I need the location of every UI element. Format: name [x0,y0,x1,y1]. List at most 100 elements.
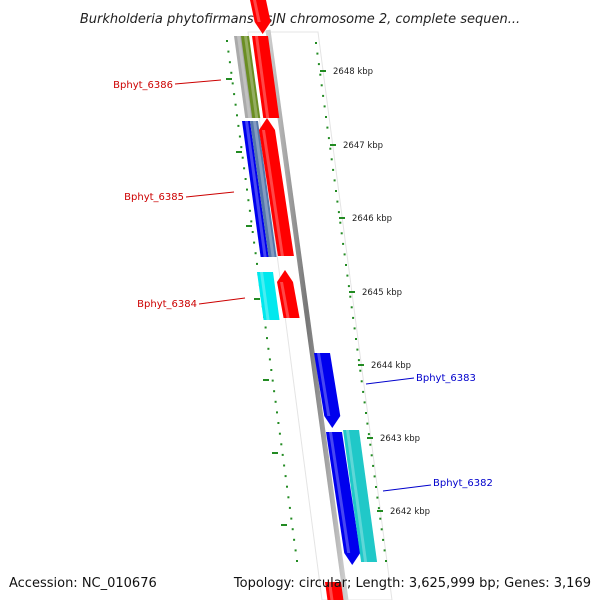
guide-dot [343,253,346,256]
guide-dot [254,252,257,255]
gene-label-leader [185,191,235,198]
gene-bar-blue-highlight [245,121,267,257]
gene-bar-cyan [257,272,280,320]
gene-bar-steel [250,121,277,257]
guide-dot [339,221,342,224]
guide-dot [241,156,244,159]
guide-dot [325,116,327,118]
guide-dot [250,220,253,223]
guide-dot [276,411,278,414]
gene-arrow-blue-upper [314,353,341,428]
guide-dot [293,538,296,541]
guide-dot [237,124,240,127]
gene-label[interactable]: Bphyt_6382 [433,478,493,489]
guide-dot [380,528,383,531]
guide-dot [268,358,271,361]
guide-dot [385,560,387,562]
guide-dot [322,94,325,97]
guide-dot [230,71,233,74]
guide-dot [290,517,293,520]
guide-dot [353,327,356,330]
guide-dot [383,549,386,552]
guide-dot [319,73,322,76]
chromosome-backbone [265,29,349,600]
guide-dot [332,168,335,171]
gene-bar-bottom-red [325,582,344,600]
guide-dot [316,52,319,55]
gene-arrow-blue-upper-highlight [317,353,331,416]
gene-bar-olive-highlight [244,36,259,118]
guide-dot [376,496,379,499]
gene-arrow-red-mid-highlight [262,130,284,256]
gene-arrow-top-red [250,0,271,34]
guide-dot [346,274,349,277]
guide-dot [352,316,355,319]
gene-arrow-red-lower-highlight [280,282,290,318]
guide-dot [296,560,298,562]
guide-dot [266,337,268,340]
guide-dot [333,179,336,182]
guide-dot [277,422,280,424]
guide-dot [248,209,251,212]
guide-dot [315,42,317,44]
guide-dot [291,528,294,531]
gene-bar-bottom-red-highlight [328,582,334,600]
topology-text: Topology: circular; Length: 3,625,999 bp… [233,576,591,591]
guide-dot [327,137,330,140]
guide-dot [244,178,247,180]
guide-dot [340,232,343,235]
tick-label: 2644 kbp [371,361,411,371]
gene-bar-grey [234,36,254,118]
guide-dot [372,464,375,467]
gene-label-leader [174,79,222,85]
tick-label: 2648 kbp [333,67,373,77]
guide-dot [326,126,329,129]
guide-dot [329,147,332,150]
guide-dot [347,285,350,288]
guide-dot [330,158,333,161]
guide-dot [240,146,243,149]
guide-dot [360,380,363,383]
guide-dot [369,443,372,446]
guide-dot [281,453,284,456]
tick-label: 2643 kbp [380,434,420,444]
guide-dot [336,200,339,203]
gene-label-leader [382,484,432,492]
gene-label[interactable]: Bphyt_6385 [124,192,184,203]
guide-dot [267,347,270,350]
guide-dot [251,231,254,233]
guide-dot [363,401,366,404]
guide-dot [236,114,238,117]
gene-bar-steel-highlight [253,121,275,257]
gene-arrow-blue-lower-highlight [329,432,351,553]
guide-dot [264,326,267,329]
guide-dot [366,422,369,425]
guide-dot [350,306,353,309]
tick-label: 2647 kbp [343,141,383,151]
guide-dot [227,50,230,53]
gene-arrow-red-lower [277,270,300,318]
gene-arrow-blue-lower [326,432,361,565]
gene-bar-cyan-highlight [260,272,270,320]
gene-label[interactable]: Bphyt_6383 [416,373,476,384]
guide-dot [287,496,290,499]
guide-dot [356,348,359,351]
kbp-ticks: 2648 kbp 2647 kbp 2646 kbp 2645 kbp 2644 kbp… [226,67,430,526]
gene-labels: Bphyt_6386 Bphyt_6385 Bphyt_6384 Bphyt_6383… [113,79,493,492]
guide-dot [342,242,345,245]
guide-dot [377,507,380,510]
guide-dot [335,190,337,192]
gene-features [234,0,378,600]
guide-dot [317,63,320,66]
gene-label-leader [198,297,246,305]
guide-dot [284,475,287,478]
guide-dot [357,359,360,362]
accession-text: Accession: NC_010676 [9,576,157,591]
guide-dot [288,506,291,509]
gene-label[interactable]: Bphyt_6384 [137,299,197,310]
map-title: Burkholderia phytofirmans PsJN chromosom… [80,12,520,27]
guide-dot [243,167,246,170]
gene-bar-red-upper-highlight [255,36,270,118]
guide-dot [246,188,248,191]
gene-label[interactable]: Bphyt_6386 [113,80,173,91]
